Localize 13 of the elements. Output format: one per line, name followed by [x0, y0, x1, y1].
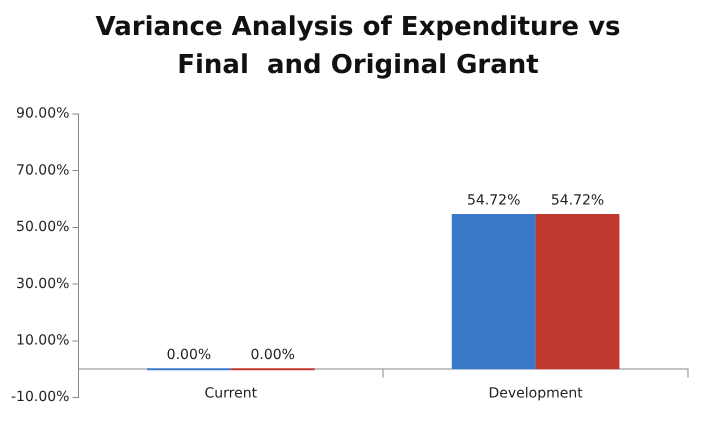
y-tick-label: 50.00%: [16, 219, 70, 236]
data-label: 54.72%: [467, 192, 520, 209]
y-tick-label: 30.00%: [16, 276, 70, 292]
data-label: 54.72%: [550, 192, 604, 209]
chart-title: Variance Analysis of Expenditure vs Final and Original Grant: [94, 11, 622, 82]
x-tick-label: Current: [204, 385, 258, 402]
y-tick-label: 10.00%: [16, 332, 70, 349]
data-label: 0.00%: [250, 346, 295, 363]
x-tick-label: Development: [488, 385, 584, 402]
y-tick-label: 70.00%: [16, 162, 70, 178]
data-label: 0.00%: [166, 346, 212, 363]
y-tick-label: -10.00%: [10, 389, 70, 406]
y-tick-label: 90.00%: [16, 106, 70, 122]
